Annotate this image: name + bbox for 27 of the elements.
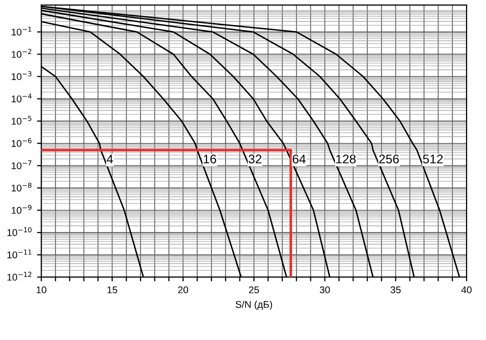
y-tick-label: 10$^{−6}$: [12, 138, 32, 147]
y-tick-label: 10$^{−8}$: [12, 182, 32, 192]
series-label: 16: [204, 154, 216, 164]
series-label: 512: [423, 154, 443, 164]
y-tick-label: 10$^{−4}$: [12, 94, 32, 102]
x-tick-label: 35: [390, 286, 401, 294]
x-tick-label: 10: [36, 286, 46, 294]
series-label: 64: [292, 154, 306, 164]
y-tick-label: 10$^{−10}$: [7, 227, 32, 236]
y-tick-label: 10$^{−3}$: [12, 71, 32, 80]
series-label: 128: [336, 154, 356, 164]
x-tick-label: 20: [178, 286, 188, 294]
series-label: 32: [248, 154, 262, 164]
y-tick-label: 10$^{−11}$: [7, 250, 32, 258]
y-tick-label: 10$^{−1}$: [12, 26, 32, 36]
series-label: 256: [379, 154, 399, 164]
x-tick-label: 30: [320, 286, 330, 294]
x-axis-title: S/N (дБ): [236, 300, 272, 310]
y-tick-label: 10$^{−2}$: [12, 48, 32, 58]
y-tick-label: 10$^{−5}$: [12, 116, 32, 125]
y-tick-label: 10$^{−12}$: [7, 272, 32, 281]
y-tick-label: 10$^{−9}$: [12, 204, 32, 214]
x-tick-label: 25: [249, 286, 259, 294]
y-tick-label: 10$^{−7}$: [12, 160, 32, 170]
x-tick-label: 15: [108, 286, 118, 294]
series-label: 4: [106, 154, 113, 164]
x-tick-label: 40: [461, 286, 472, 294]
